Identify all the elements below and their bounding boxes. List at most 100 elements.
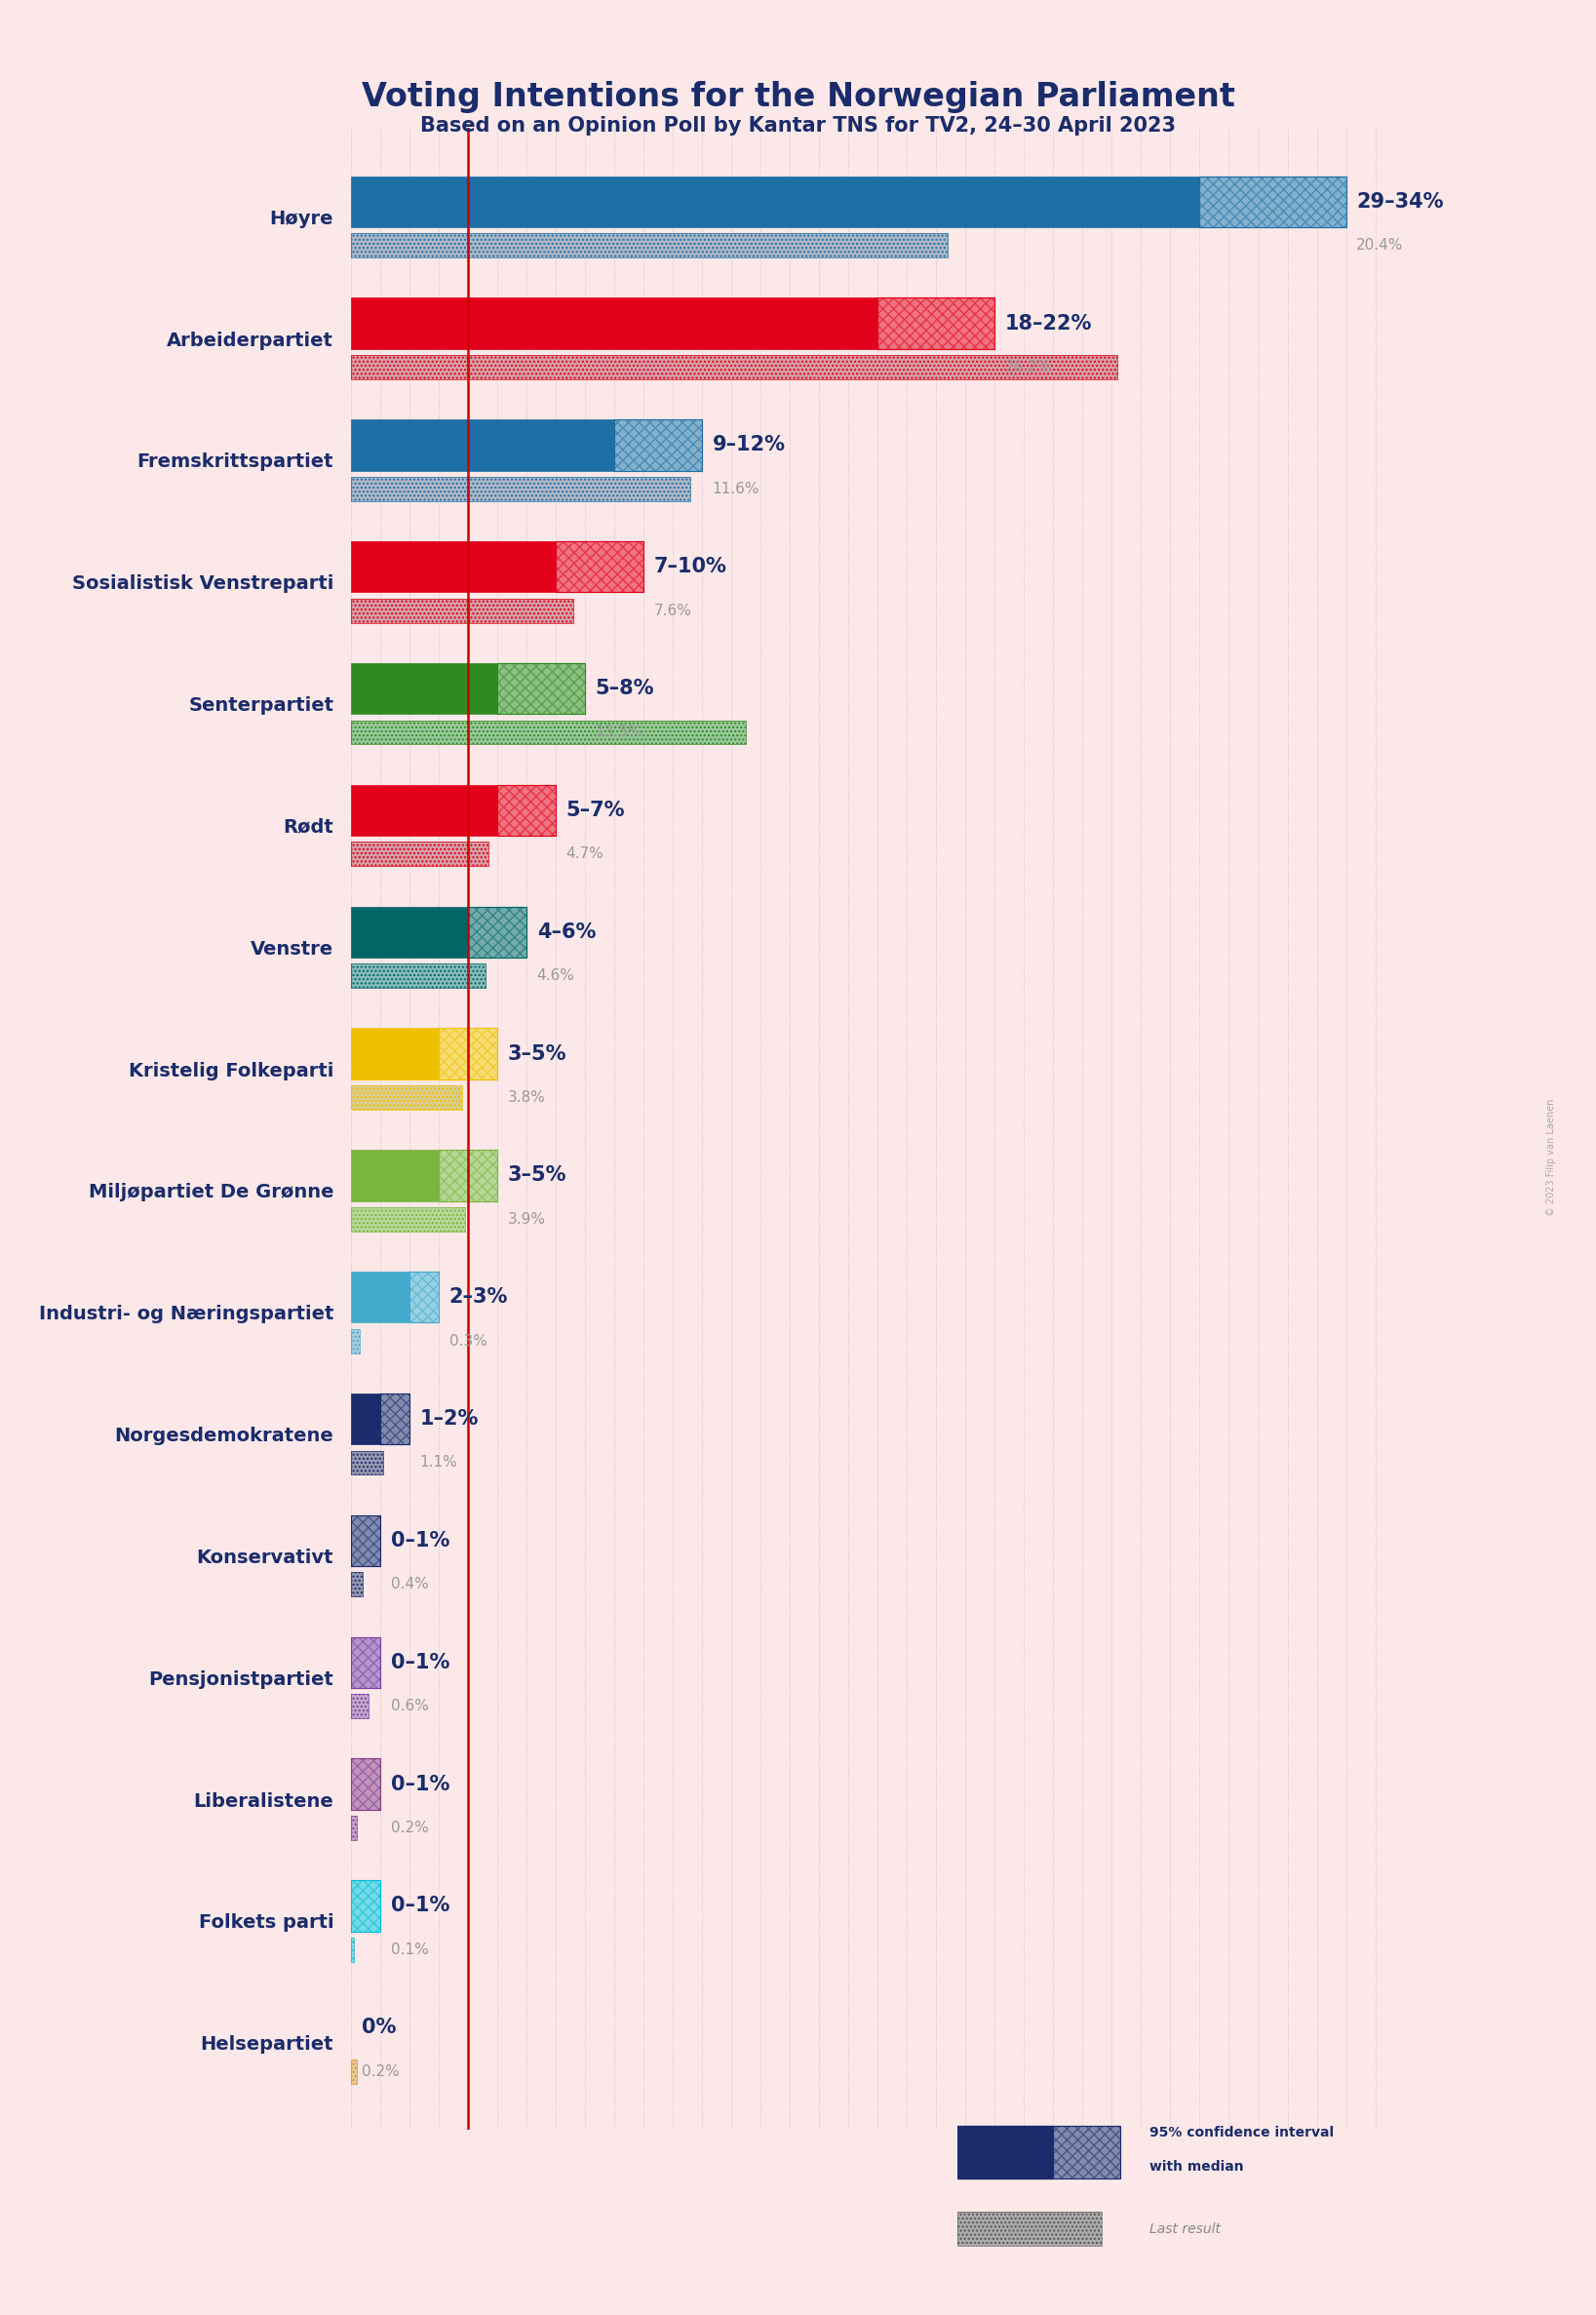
Bar	[498, 785, 555, 836]
Bar	[351, 720, 747, 745]
Bar	[351, 1572, 362, 1597]
Bar	[351, 1086, 463, 1109]
Bar	[351, 1759, 380, 1810]
Bar	[351, 234, 948, 257]
Bar	[351, 419, 614, 470]
Bar	[410, 1271, 439, 1322]
Text: Voting Intentions for the Norwegian Parliament: Voting Intentions for the Norwegian Parl…	[361, 81, 1235, 113]
Bar	[351, 720, 747, 745]
Bar	[439, 1151, 498, 1201]
Bar	[351, 1880, 380, 1931]
Text: 2–3%: 2–3%	[448, 1287, 508, 1308]
Bar	[1053, 2125, 1120, 2178]
Bar	[351, 597, 573, 623]
Text: Last result: Last result	[1149, 2222, 1221, 2236]
Text: 0.4%: 0.4%	[391, 1577, 428, 1593]
Bar	[351, 1938, 354, 1961]
Text: 3–5%: 3–5%	[508, 1044, 567, 1063]
Bar	[351, 1271, 410, 1322]
Bar	[351, 1514, 380, 1567]
Text: Høyre: Høyre	[270, 208, 334, 227]
Bar	[351, 477, 691, 500]
Text: 18–22%: 18–22%	[1005, 313, 1092, 333]
Bar	[351, 176, 1200, 227]
Bar	[351, 1151, 439, 1201]
Bar	[351, 662, 498, 713]
Bar	[351, 1329, 359, 1354]
Bar	[351, 907, 468, 958]
Bar	[380, 1394, 410, 1445]
Bar	[351, 234, 948, 257]
Text: 0.1%: 0.1%	[391, 1942, 428, 1956]
Text: 0–1%: 0–1%	[391, 1653, 450, 1671]
Bar	[351, 542, 555, 593]
Bar	[351, 1028, 439, 1079]
Text: Folkets parti: Folkets parti	[198, 1915, 334, 1933]
Bar	[351, 1637, 380, 1688]
Bar	[410, 1271, 439, 1322]
Bar	[351, 1206, 466, 1232]
Text: 0.2%: 0.2%	[391, 1820, 428, 1836]
Bar	[439, 1151, 498, 1201]
Bar	[439, 1028, 498, 1079]
Bar	[351, 2060, 358, 2084]
Bar	[614, 419, 702, 470]
Bar	[555, 542, 643, 593]
Bar	[351, 597, 573, 623]
Bar	[351, 963, 485, 989]
Text: 3–5%: 3–5%	[508, 1167, 567, 1185]
Text: 0–1%: 0–1%	[391, 1773, 450, 1794]
Text: 4–6%: 4–6%	[536, 921, 595, 942]
Text: Rødt: Rødt	[282, 817, 334, 836]
Text: 0.2%: 0.2%	[361, 2065, 399, 2079]
Text: 0%: 0%	[361, 2019, 396, 2037]
Bar	[958, 2213, 1101, 2246]
Bar	[351, 1759, 380, 1810]
Text: Pensjonistpartiet: Pensjonistpartiet	[148, 1669, 334, 1688]
Text: 1.1%: 1.1%	[420, 1456, 458, 1470]
Text: Venstre: Venstre	[251, 940, 334, 958]
Bar	[555, 542, 643, 593]
Bar	[351, 1637, 380, 1688]
Text: Industri- og Næringspartiet: Industri- og Næringspartiet	[38, 1306, 334, 1324]
Text: 11.6%: 11.6%	[712, 482, 760, 495]
Text: Senterpartiet: Senterpartiet	[188, 697, 334, 715]
Bar	[351, 1086, 463, 1109]
Bar	[351, 1815, 358, 1840]
Text: 7–10%: 7–10%	[654, 558, 726, 576]
Bar	[351, 1695, 369, 1718]
Text: 0–1%: 0–1%	[391, 1896, 450, 1915]
Bar	[958, 2125, 1053, 2178]
Text: 1–2%: 1–2%	[420, 1410, 479, 1428]
Text: Sosialistisk Venstreparti: Sosialistisk Venstreparti	[72, 574, 334, 593]
Text: 5–8%: 5–8%	[595, 678, 654, 699]
Text: 4.6%: 4.6%	[536, 968, 575, 984]
Text: Based on an Opinion Poll by Kantar TNS for TV2, 24–30 April 2023: Based on an Opinion Poll by Kantar TNS f…	[420, 116, 1176, 134]
Bar	[351, 785, 498, 836]
Bar	[351, 1572, 362, 1597]
Bar	[351, 1394, 380, 1445]
Bar	[351, 1206, 466, 1232]
Bar	[380, 1394, 410, 1445]
Bar	[878, 299, 994, 350]
Bar	[351, 2060, 358, 2084]
Text: 95% confidence interval: 95% confidence interval	[1149, 2125, 1334, 2139]
Bar	[351, 963, 485, 989]
Text: Helsepartiet: Helsepartiet	[201, 2035, 334, 2053]
Bar	[351, 1938, 354, 1961]
Text: 20.4%: 20.4%	[1357, 238, 1403, 252]
Bar	[468, 907, 527, 958]
Text: 0–1%: 0–1%	[391, 1530, 450, 1551]
Text: with median: with median	[1149, 2160, 1243, 2174]
Text: 5–7%: 5–7%	[567, 801, 626, 820]
Text: 3.8%: 3.8%	[508, 1090, 546, 1104]
Bar	[439, 1028, 498, 1079]
Bar	[468, 907, 527, 958]
Text: 0.6%: 0.6%	[391, 1699, 428, 1713]
Text: © 2023 Filip van Laenen: © 2023 Filip van Laenen	[1547, 1100, 1556, 1215]
Bar	[1200, 176, 1345, 227]
Text: Kristelig Folkeparti: Kristelig Folkeparti	[128, 1063, 334, 1081]
Bar	[351, 1452, 383, 1475]
Bar	[351, 1452, 383, 1475]
Bar	[351, 354, 1117, 380]
